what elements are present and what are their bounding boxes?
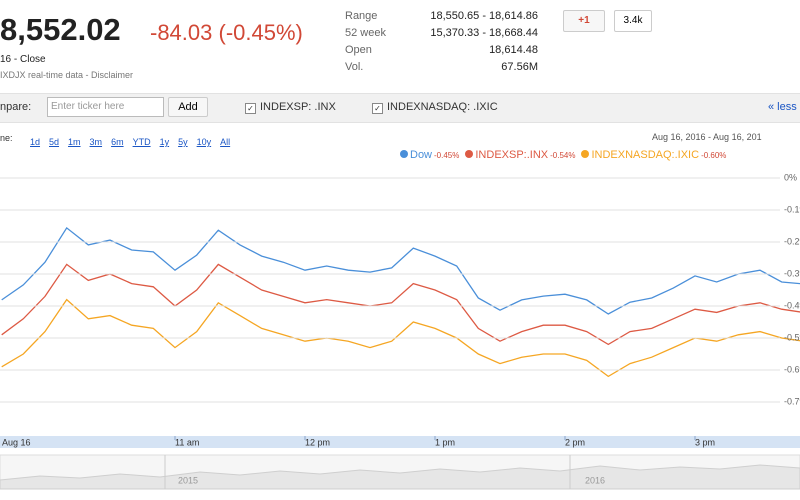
- zoom-option[interactable]: 5d: [49, 137, 60, 147]
- plot-area: [1, 226, 800, 378]
- legend-item: Dow -0.45%: [400, 149, 459, 161]
- legend-change: -0.54%: [550, 151, 576, 160]
- ticker-name: INDEXSP: .INX: [260, 101, 336, 113]
- x-tick-label: Aug 16: [2, 437, 31, 447]
- less-link[interactable]: « less: [768, 101, 797, 113]
- x-tick-label: 1 pm: [435, 437, 455, 447]
- zoom-option[interactable]: 6m: [111, 137, 124, 147]
- zoom-option[interactable]: 3m: [89, 137, 103, 147]
- stat-value: 18,550.65 - 18,614.86: [430, 10, 538, 22]
- zoom-option[interactable]: 10y: [196, 137, 212, 147]
- date-range: Aug 16, 2016 - Aug 16, 201: [652, 132, 762, 142]
- price-change: -84.03 (-0.45%): [150, 20, 303, 45]
- y-tick-label: -0.1%: [784, 204, 800, 214]
- legend-item: INDEXNASDAQ:.IXIC -0.60%: [581, 149, 726, 161]
- zoom-option[interactable]: 5y: [178, 137, 188, 147]
- y-tick-label: -0.6%: [784, 364, 800, 374]
- stat-label: Vol.: [345, 61, 364, 73]
- series-line: [1, 226, 800, 315]
- stat-label: Open: [345, 44, 372, 56]
- zoom-option[interactable]: 1d: [30, 137, 41, 147]
- stat-value: 18,614.48: [489, 44, 538, 56]
- legend-dot: [400, 150, 408, 158]
- stat-label: Range: [345, 10, 378, 22]
- zoom-options: 1d 5d 1m 3m 6m YTD 1y 5y 10y All: [30, 132, 239, 150]
- ticker-input[interactable]: Enter ticker here: [47, 97, 164, 117]
- navigator-area: [0, 464, 800, 490]
- legend-name: Dow: [410, 149, 433, 161]
- navigator-label: 2015: [178, 475, 198, 485]
- ticker-name: INDEXNASDAQ: .IXIC: [387, 101, 498, 113]
- x-tick-label: 12 pm: [305, 437, 330, 447]
- legend: Dow -0.45% INDEXSP:.INX -0.54% INDEXNASDAQ:.…: [400, 149, 732, 161]
- y-tick-label: -0.2%: [784, 236, 800, 246]
- navigator-label: 2016: [585, 475, 605, 485]
- x-tick-label: 2 pm: [565, 437, 585, 447]
- status: 16 - Close: [0, 54, 46, 65]
- zoom-option[interactable]: YTD: [132, 137, 151, 147]
- zoom-option[interactable]: 1m: [68, 137, 81, 147]
- y-tick-label: -0.3%: [784, 268, 800, 278]
- zoom-option[interactable]: 1y: [159, 137, 170, 147]
- stat-value: 67.56M: [501, 61, 538, 73]
- y-tick-label: -0.5%: [784, 332, 800, 342]
- stat-value: 15,370.33 - 18,668.44: [430, 27, 538, 39]
- plus-one-button[interactable]: +1: [563, 10, 605, 32]
- zoom-label: ne:: [0, 133, 13, 143]
- plus-one-count: 3.4k: [614, 10, 652, 32]
- x-tick-label: 3 pm: [695, 437, 715, 447]
- legend-name: INDEXNASDAQ:.IXIC: [591, 149, 700, 161]
- price: 8,552.02: [0, 12, 121, 47]
- stat-label: 52 week: [345, 27, 386, 39]
- x-axis-band: [0, 436, 800, 448]
- y-tick-label: 0%: [784, 172, 797, 182]
- legend-item: INDEXSP:.INX -0.54%: [465, 149, 575, 161]
- series-line: [1, 263, 800, 346]
- add-button[interactable]: Add: [168, 97, 208, 117]
- legend-name: INDEXSP:.INX: [475, 149, 549, 161]
- series-line: [1, 298, 800, 378]
- legend-change: -0.60%: [701, 151, 727, 160]
- y-tick-label: -0.7%: [784, 396, 800, 406]
- source: IXDJX real-time data - Disclaimer: [0, 70, 134, 80]
- zoom-option[interactable]: All: [220, 137, 231, 147]
- legend-change: -0.45%: [434, 151, 460, 160]
- compare-ticker[interactable]: ✓ INDEXSP: .INX: [245, 101, 336, 114]
- legend-dot: [465, 150, 474, 158]
- legend-dot: [581, 150, 590, 158]
- compare-ticker[interactable]: ✓ INDEXNASDAQ: .IXIC: [372, 101, 498, 114]
- y-tick-label: -0.4%: [784, 300, 800, 310]
- compare-label: npare:: [0, 101, 32, 113]
- x-tick-label: 11 am: [175, 437, 199, 447]
